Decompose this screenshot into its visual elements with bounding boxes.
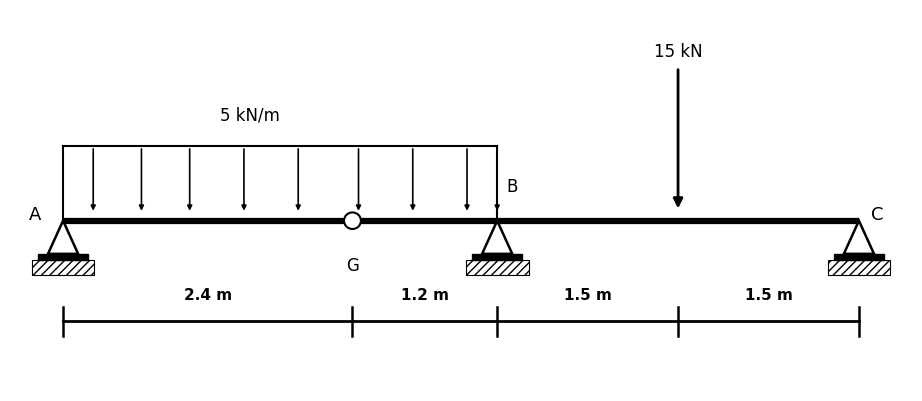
- Text: 5 kN/m: 5 kN/m: [220, 106, 280, 124]
- Bar: [828, 261, 891, 275]
- Text: G: G: [346, 257, 359, 275]
- Bar: [466, 261, 528, 275]
- Text: 2.4 m: 2.4 m: [183, 288, 231, 303]
- Text: C: C: [871, 205, 883, 223]
- Text: 15 kN: 15 kN: [654, 43, 703, 61]
- Text: 1.5 m: 1.5 m: [745, 288, 792, 303]
- Text: A: A: [29, 205, 41, 223]
- Bar: [31, 261, 94, 275]
- Text: 1.2 m: 1.2 m: [401, 288, 449, 303]
- Bar: [833, 254, 884, 261]
- Circle shape: [344, 213, 361, 229]
- Bar: [38, 254, 89, 261]
- Text: 1.5 m: 1.5 m: [563, 288, 611, 303]
- Text: B: B: [507, 177, 518, 195]
- Bar: [472, 254, 523, 261]
